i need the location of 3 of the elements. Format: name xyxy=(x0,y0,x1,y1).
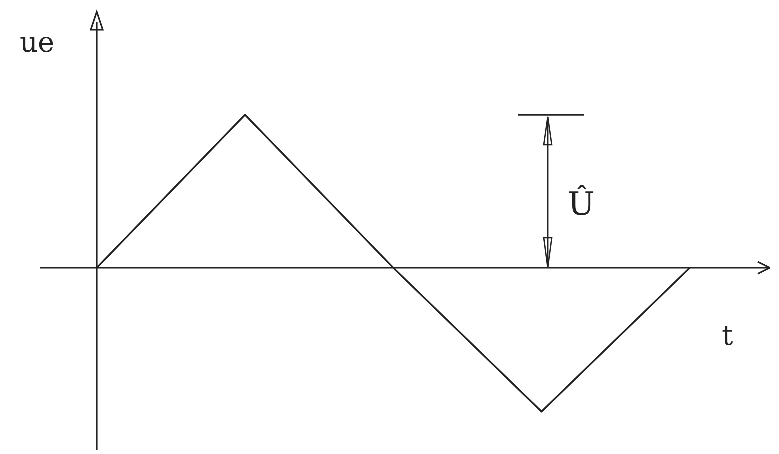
y-axis-title: ue xyxy=(20,26,55,59)
annotation: Û xyxy=(568,185,595,223)
x-axis-title: t xyxy=(722,319,734,352)
